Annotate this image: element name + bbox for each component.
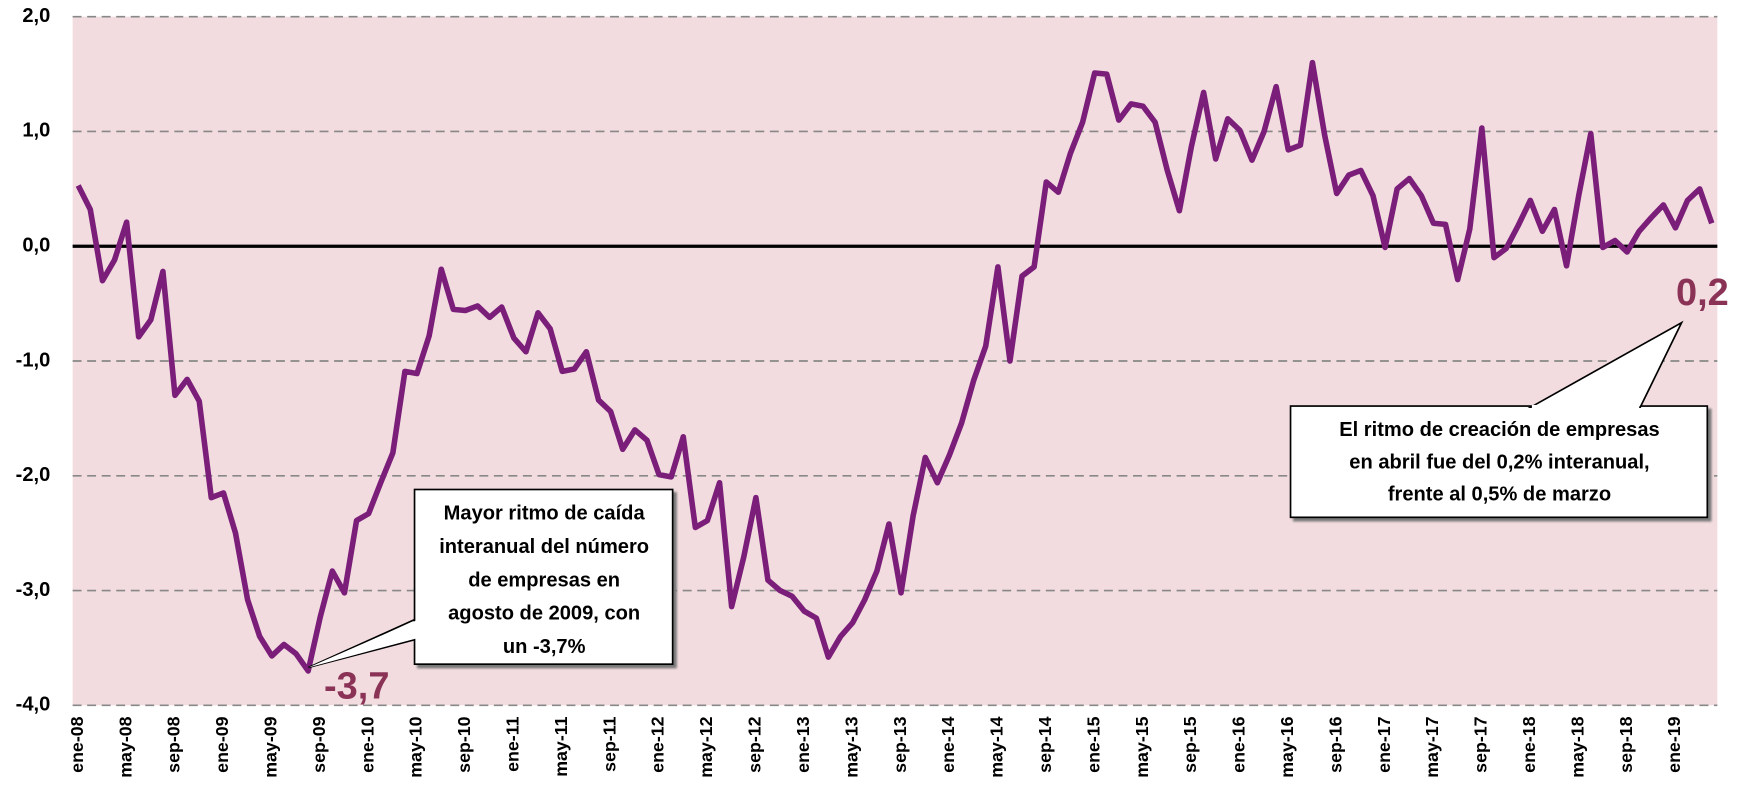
y-tick-label: -1,0 xyxy=(16,349,51,371)
y-tick-label: -4,0 xyxy=(16,694,51,716)
x-tick-label: ene-19 xyxy=(1664,716,1684,772)
x-tick-label: sep-10 xyxy=(454,716,474,772)
x-tick-label: sep-08 xyxy=(164,716,184,772)
x-tick-label: ene-15 xyxy=(1083,716,1103,772)
x-tick-label: ene-12 xyxy=(648,716,668,772)
x-tick-label: sep-15 xyxy=(1180,716,1200,772)
callout-line: agosto de 2009, con xyxy=(448,603,640,625)
x-tick-label: sep-16 xyxy=(1325,716,1345,772)
x-tick-label: may-09 xyxy=(261,716,281,777)
callout-text: El ritmo de creación de empresas en abril… xyxy=(1339,419,1659,505)
x-tick-label: sep-14 xyxy=(1035,716,1055,772)
callout-line: en abril fue del 0,2% interanual, xyxy=(1349,451,1649,473)
x-tick-label: may-16 xyxy=(1277,716,1297,777)
callout-line: un -3,7% xyxy=(503,636,586,658)
callout-box xyxy=(413,488,674,665)
x-tick-label: may-14 xyxy=(987,716,1007,777)
x-tick-label: sep-17 xyxy=(1471,716,1491,772)
x-tick-label: ene-16 xyxy=(1229,716,1249,772)
y-tick-label: 2,0 xyxy=(22,5,50,27)
callout-text: Mayor ritmo de caída interanual del númer… xyxy=(439,503,649,658)
x-tick-label: ene-11 xyxy=(503,716,523,771)
x-tick-label: may-08 xyxy=(115,716,135,777)
x-tick-label: may-11 xyxy=(551,716,571,776)
x-tick-label: may-10 xyxy=(406,716,426,777)
x-tick-label: ene-17 xyxy=(1374,716,1394,772)
y-tick-label: -3,0 xyxy=(16,579,51,601)
y-tick-label: 0,0 xyxy=(22,235,50,257)
annotation-label: -3,7 xyxy=(324,666,389,708)
callout-joint xyxy=(1531,404,1640,409)
x-tick-label: sep-09 xyxy=(309,716,329,772)
callout-right: El ritmo de creación de empresas en abril… xyxy=(1289,320,1709,519)
callout-line: interanual del número xyxy=(439,536,649,558)
x-tick-label: ene-13 xyxy=(793,716,813,772)
x-tick-label: may-12 xyxy=(696,716,716,777)
callout-joint xyxy=(308,620,416,668)
data-line xyxy=(75,59,1715,674)
x-tick-label: may-17 xyxy=(1422,716,1442,777)
callout-left: Mayor ritmo de caída interanual del númer… xyxy=(308,488,674,669)
x-tick-label: ene-09 xyxy=(212,716,232,772)
x-tick-label: sep-18 xyxy=(1616,716,1636,772)
callout-line: El ritmo de creación de empresas xyxy=(1339,419,1659,441)
x-tick-label: ene-08 xyxy=(67,716,87,772)
x-tick-label: may-13 xyxy=(841,716,861,777)
x-tick-label: may-18 xyxy=(1567,716,1587,777)
x-tick-label: sep-13 xyxy=(890,716,910,772)
x-tick-label: may-15 xyxy=(1132,716,1152,777)
callout-line: Mayor ritmo de caída xyxy=(444,503,646,525)
x-tick-label: sep-12 xyxy=(745,716,765,772)
callout-box xyxy=(1289,405,1709,519)
callout-line: frente al 0,5% de marzo xyxy=(1388,484,1611,506)
annotation-label: 0,2 xyxy=(1676,272,1729,314)
y-tick-label: -2,0 xyxy=(16,464,51,486)
y-tick-label: 1,0 xyxy=(22,120,50,142)
x-tick-label: sep-11 xyxy=(599,716,619,771)
x-tick-label: ene-10 xyxy=(357,716,377,772)
callout-line: de empresas en xyxy=(468,569,620,591)
x-tick-label: ene-18 xyxy=(1519,716,1539,772)
x-tick-label: ene-14 xyxy=(938,716,958,772)
